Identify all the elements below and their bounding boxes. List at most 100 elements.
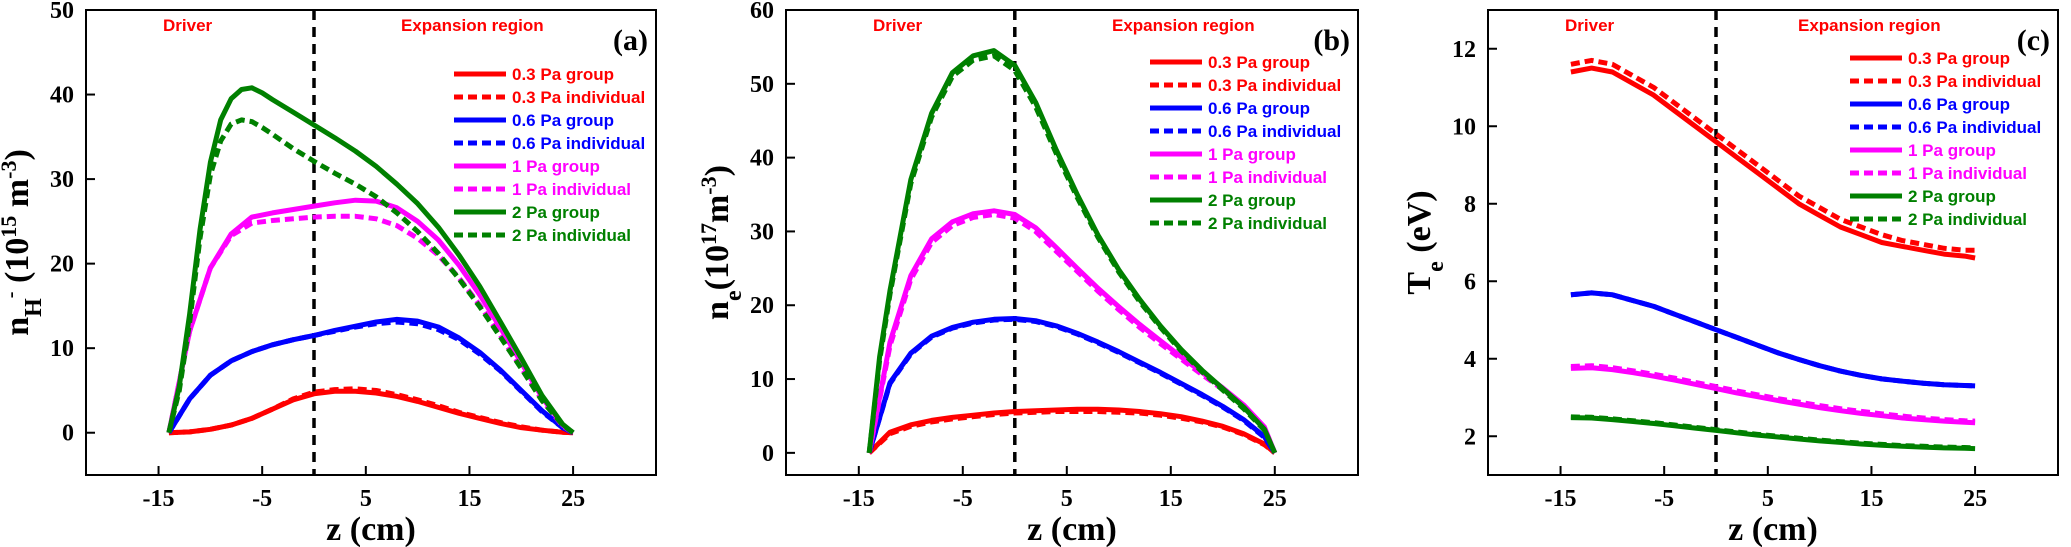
legend-entry: 0.3 Pa group xyxy=(1908,49,2010,68)
panel-label: (b) xyxy=(1313,24,1350,57)
x-tick-label: 15 xyxy=(1159,486,1183,512)
x-tick-label: 5 xyxy=(360,486,372,512)
driver-region-label: Driver xyxy=(873,16,923,35)
legend-entry: 0.3 Pa individual xyxy=(1908,72,2041,91)
plot-frame xyxy=(785,9,1359,476)
x-axis-title: z (cm) xyxy=(326,511,416,547)
legend-entry: 0.6 Pa group xyxy=(512,111,614,130)
y-axis-title: Te (eV) xyxy=(1401,190,1449,294)
x-tick-label: -5 xyxy=(1654,486,1674,512)
legend-entry: 2 Pa individual xyxy=(1208,214,1327,233)
legend-entry: 0.6 Pa individual xyxy=(512,134,645,153)
y-tick-label: 20 xyxy=(750,293,774,319)
y-tick-label: 10 xyxy=(750,367,774,393)
legend-entry: 0.3 Pa group xyxy=(512,65,614,84)
y-title-exponent: 17 xyxy=(696,223,721,245)
y-tick-label: 40 xyxy=(750,146,774,172)
y-title-subscript: H xyxy=(21,298,47,317)
series-line-0-3-pa-group xyxy=(867,406,1277,455)
x-tick-label: 5 xyxy=(1061,486,1073,512)
legend-entry: 1 Pa individual xyxy=(512,180,631,199)
y-tick-label: 60 xyxy=(750,0,774,24)
y-title-superscript: - xyxy=(0,292,22,299)
legend-entry: 2 Pa group xyxy=(1208,191,1296,210)
y-tick-label: 50 xyxy=(50,0,74,24)
y-tick-label: 0 xyxy=(762,441,774,467)
y-tick-label: 4 xyxy=(1464,347,1476,373)
expansion-region-label: Expansion region xyxy=(1798,16,1941,35)
y-tick-label: 10 xyxy=(50,336,74,362)
legend-entry: 0.3 Pa individual xyxy=(512,88,645,107)
y-tick-label: 6 xyxy=(1464,269,1476,295)
y-title-subscript: e xyxy=(721,290,747,301)
series-line-0-6-pa-individual xyxy=(866,316,1277,455)
y-title-main: n xyxy=(0,317,36,336)
expansion-region-label: Expansion region xyxy=(1112,16,1255,35)
legend-entry: 2 Pa individual xyxy=(512,226,631,245)
y-tick-label: 40 xyxy=(50,83,74,109)
y-tick-label: 10 xyxy=(1452,114,1476,140)
plot-frame xyxy=(1487,9,2059,476)
y-title-units: m xyxy=(0,179,36,216)
series-line-0-3-pa-group xyxy=(1570,65,1976,261)
driver-region-label: Driver xyxy=(163,16,213,35)
x-axis-title: z (cm) xyxy=(1027,511,1117,547)
y-tick-label: 20 xyxy=(50,252,74,278)
y-tick-label: 2 xyxy=(1464,424,1476,450)
chart-panel-c: -15 -5 5 15 25 2 4 6 8 10 12 Driver Expansion region… xyxy=(1401,9,2059,547)
legend-entry: 1 Pa individual xyxy=(1908,164,2027,183)
y-title-units: (10 xyxy=(699,245,736,290)
y-title-units: m xyxy=(699,195,736,223)
expansion-region-label: Expansion region xyxy=(401,16,544,35)
y-title-units: ) xyxy=(699,165,736,176)
legend-entry: 0.6 Pa individual xyxy=(1908,118,2041,137)
y-title-exponent: 15 xyxy=(0,216,21,238)
y-title-units: ) xyxy=(0,149,36,160)
y-axis-title: nH- (1015 m-3) xyxy=(0,149,47,336)
series-line-2-pa-group xyxy=(1570,415,1976,452)
series-line-2-pa-individual xyxy=(1570,414,1976,451)
legend-entry: 2 Pa group xyxy=(1908,187,1996,206)
x-tick-label: -15 xyxy=(143,486,175,512)
x-axis-title: z (cm) xyxy=(1728,511,1818,547)
series-line-2-pa-group xyxy=(166,85,575,435)
series-line-0-6-pa-group xyxy=(166,316,575,435)
x-tick-label: -5 xyxy=(252,486,272,512)
y-tick-label: 8 xyxy=(1464,192,1476,218)
x-tick-label: 25 xyxy=(1263,486,1287,512)
x-tick-label: 15 xyxy=(457,486,481,512)
y-title-subscript: e xyxy=(1423,261,1449,272)
y-tick-label: 30 xyxy=(750,219,774,245)
series-line-2-pa-individual xyxy=(166,117,575,435)
y-title-main: T xyxy=(1401,272,1438,295)
legend-entry: 0.3 Pa individual xyxy=(1208,76,1341,95)
series-line-0-6-pa-individual xyxy=(1570,290,1976,389)
x-tick-label: -5 xyxy=(953,486,973,512)
series-line-1-pa-individual xyxy=(1570,363,1976,424)
y-title-exponent: -3 xyxy=(0,161,21,179)
legend-entry: 1 Pa group xyxy=(512,157,600,176)
legend-entry: 2 Pa individual xyxy=(1908,210,2027,229)
series-line-0-6-pa-individual xyxy=(166,319,575,435)
driver-region-label: Driver xyxy=(1565,16,1615,35)
x-tick-label: 25 xyxy=(561,486,585,512)
y-title-main: n xyxy=(699,301,736,320)
series-line-0-3-pa-individual xyxy=(867,409,1277,455)
legend-entry: 1 Pa individual xyxy=(1208,168,1327,187)
y-tick-label: 12 xyxy=(1452,37,1476,63)
legend-entry: 0.6 Pa group xyxy=(1208,99,1310,118)
panel-label: (c) xyxy=(2017,24,2050,57)
y-tick-label: 50 xyxy=(750,72,774,98)
series-line-0-3-pa-individual xyxy=(168,386,574,436)
chart-panel-b: -15 -5 5 15 25 0 10 20 30 40 50 60 Driver Expansion r… xyxy=(696,0,1359,547)
x-tick-label: 15 xyxy=(1859,486,1883,512)
legend-entry: 1 Pa group xyxy=(1908,141,1996,160)
y-title-units: (10 xyxy=(0,238,36,292)
legend-entry: 0.6 Pa group xyxy=(1908,95,2010,114)
x-tick-label: 25 xyxy=(1963,486,1987,512)
plot-frame xyxy=(85,9,657,476)
series-line-2-pa-individual xyxy=(866,53,1278,454)
y-axis-title: ne(1017m-3) xyxy=(696,165,748,320)
